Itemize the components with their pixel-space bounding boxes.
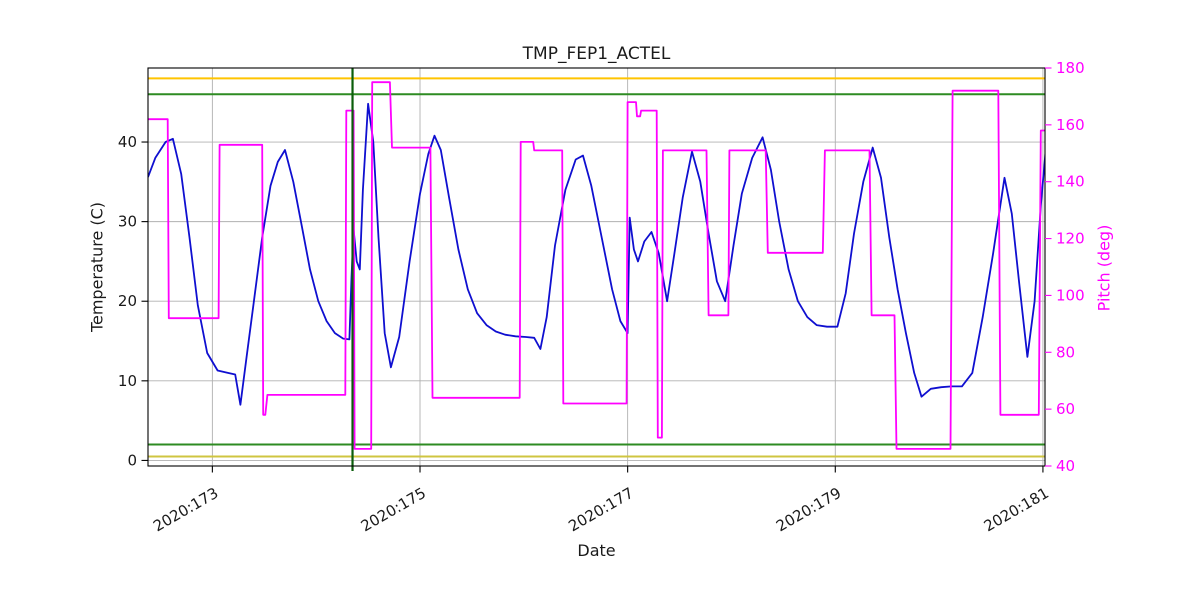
- x-tick-label: 2020:177: [565, 484, 636, 536]
- y-left-tick-label: 10: [118, 372, 137, 390]
- y-right-tick-label: 120: [1056, 230, 1085, 248]
- x-axis-label: Date: [577, 541, 616, 560]
- y-axis-right-label: Pitch (deg): [1094, 224, 1114, 312]
- y-left-tick-label: 30: [118, 213, 137, 231]
- chart-title: TMP_FEP1_ACTEL: [522, 44, 671, 64]
- series-group: [148, 81, 1045, 450]
- plot-frame: [147, 67, 1046, 467]
- y-axis-right: 40 60 80 100 120 140 160 180: [1045, 59, 1085, 475]
- y-axis-left-label: Temperature (C): [87, 201, 107, 333]
- y-right-tick-label: 140: [1056, 173, 1085, 191]
- x-tick-label: 2020:173: [150, 484, 221, 536]
- y-right-tick-label: 180: [1056, 59, 1085, 77]
- y-left-tick-label: 40: [118, 133, 137, 151]
- y-right-tick-label: 100: [1056, 286, 1085, 304]
- x-tick-label: 2020:181: [981, 484, 1052, 536]
- y-axis-left: 0 10 20 30 40: [118, 133, 148, 469]
- x-axis: 2020:173 2020:175 2020:177 2020:179 2020:181: [150, 466, 1052, 535]
- y-left-tick-label: 0: [127, 451, 137, 469]
- x-tick-label: 2020:179: [773, 484, 844, 536]
- y-right-tick-label: 160: [1056, 116, 1085, 134]
- y-right-tick-label: 40: [1056, 457, 1075, 475]
- y-left-tick-label: 20: [118, 292, 137, 310]
- y-right-tick-label: 80: [1056, 343, 1075, 361]
- y-right-tick-label: 60: [1056, 400, 1075, 418]
- pitch-series: [148, 81, 1045, 450]
- grid-lines: [148, 68, 1045, 466]
- temperature-series: [148, 102, 1045, 406]
- x-tick-label: 2020:175: [358, 484, 429, 536]
- limit-lines: [148, 77, 1045, 458]
